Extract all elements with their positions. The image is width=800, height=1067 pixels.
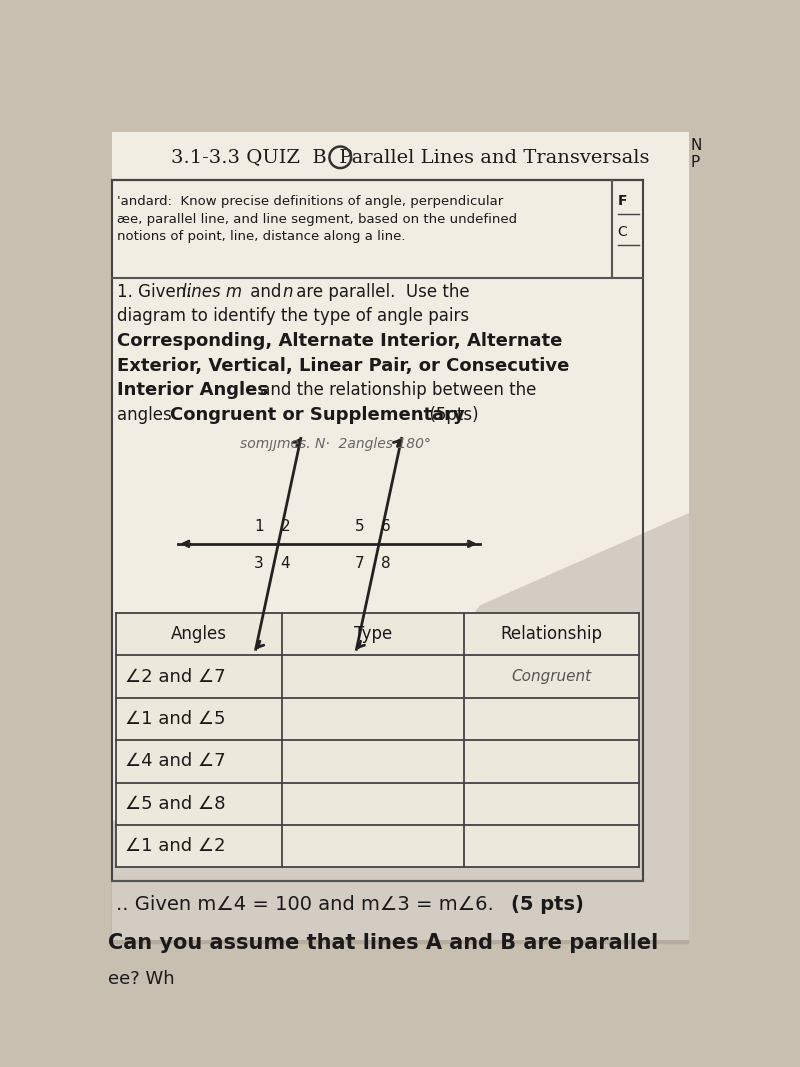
Text: ∠5 and ∠8: ∠5 and ∠8 (125, 795, 226, 813)
Text: .. Given m∠4 = 100 and m∠3 = m∠6.: .. Given m∠4 = 100 and m∠3 = m∠6. (115, 895, 499, 914)
Text: æe, parallel line, and line segment, based on the undefined: æe, parallel line, and line segment, bas… (117, 212, 517, 226)
Text: Can you assume that lines A and B are parallel: Can you assume that lines A and B are pa… (108, 933, 658, 953)
Text: ∠2 and ∠7: ∠2 and ∠7 (125, 668, 226, 686)
Text: Angles: Angles (171, 625, 227, 643)
Text: 8: 8 (382, 556, 391, 571)
Text: F: F (618, 194, 627, 208)
Text: 2: 2 (281, 519, 290, 534)
Text: 1. Given:: 1. Given: (117, 283, 198, 301)
Text: 3.1-3.3 QUIZ  B  Parallel Lines and Transversals: 3.1-3.3 QUIZ B Parallel Lines and Transv… (170, 148, 650, 166)
Text: notions of point, line, distance along a line.: notions of point, line, distance along a… (117, 230, 406, 243)
Text: Corresponding, Alternate Interior, Alternate: Corresponding, Alternate Interior, Alter… (117, 332, 562, 350)
Text: diagram to identify the type of angle pairs: diagram to identify the type of angle pa… (117, 307, 469, 325)
Text: 7: 7 (354, 556, 364, 571)
Text: somȷȷmes. N·  2angles 180°: somȷȷmes. N· 2angles 180° (239, 437, 430, 451)
Text: Congruent: Congruent (511, 669, 591, 684)
Text: C: C (618, 225, 627, 239)
Text: and the relationship between the: and the relationship between the (255, 381, 536, 399)
Text: n: n (282, 283, 293, 301)
Text: Relationship: Relationship (501, 625, 602, 643)
Bar (112, 180, 642, 881)
Text: are parallel.  Use the: are parallel. Use the (291, 283, 470, 301)
Text: ∠1 and ∠5: ∠1 and ∠5 (125, 710, 226, 728)
Text: 'andard:  Know precise definitions of angle, perpendicular: 'andard: Know precise definitions of ang… (117, 195, 503, 208)
Text: and: and (245, 283, 286, 301)
Text: 4: 4 (281, 556, 290, 571)
Text: (5 pts): (5 pts) (510, 895, 584, 914)
Text: . (5pts): . (5pts) (419, 405, 479, 424)
Text: ee? Wh: ee? Wh (108, 970, 174, 988)
Text: Exterior, Vertical, Linear Pair, or Consecutive: Exterior, Vertical, Linear Pair, or Cons… (117, 356, 570, 375)
Text: N: N (690, 138, 702, 153)
Text: angles: angles (117, 405, 177, 424)
Text: ∠4 and ∠7: ∠4 and ∠7 (125, 752, 226, 770)
Text: 1: 1 (254, 519, 263, 534)
Text: Congruent or Supplementary: Congruent or Supplementary (170, 405, 465, 424)
Bar (115, 614, 638, 867)
Text: 6: 6 (382, 519, 391, 534)
Polygon shape (112, 513, 689, 944)
Text: P: P (690, 155, 700, 170)
Text: 5: 5 (354, 519, 364, 534)
Text: Type: Type (354, 625, 392, 643)
Text: Interior Angles: Interior Angles (117, 381, 268, 399)
Text: ∠1 and ∠2: ∠1 and ∠2 (125, 838, 226, 855)
Text: lines m: lines m (182, 283, 242, 301)
Text: 3: 3 (254, 556, 263, 571)
